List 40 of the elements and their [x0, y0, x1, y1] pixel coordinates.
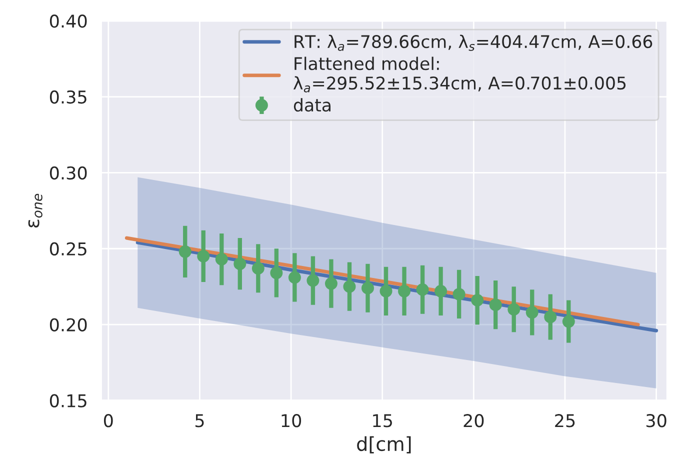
y-tick-label: 0.40	[50, 14, 87, 28]
point	[562, 315, 575, 328]
point	[197, 250, 210, 262]
legend-label: data	[294, 98, 330, 112]
point	[526, 306, 538, 319]
point	[380, 284, 392, 298]
y-tick-label: 0.30	[50, 166, 87, 180]
point	[416, 283, 429, 296]
point	[434, 284, 448, 298]
point	[306, 274, 320, 287]
x-tick-label: 10	[282, 414, 302, 428]
legend-label: RT: λ$_{a}$=789.66cm, λ$_{s}$=404.47cm, A=0.66	[294, 34, 652, 51]
y-axis-title: ε$_{one}$	[28, 194, 42, 228]
point	[343, 280, 356, 293]
point	[489, 298, 502, 312]
point	[508, 303, 520, 316]
line-series	[136, 240, 658, 332]
x-tick-label: 25	[555, 414, 575, 428]
point	[270, 266, 283, 280]
point	[544, 310, 557, 324]
point	[215, 253, 228, 266]
point	[288, 271, 301, 284]
y-tick-label: 0.20	[50, 318, 87, 332]
point	[324, 277, 338, 290]
point	[398, 284, 411, 298]
point	[452, 288, 466, 300]
x-tick-label: 15	[373, 414, 392, 428]
y-tick-label: 0.25	[50, 242, 86, 256]
x-tick-label: 30	[646, 414, 666, 428]
point	[471, 294, 484, 307]
x-axis-title: d[cm]	[357, 436, 411, 454]
x-tick-label: 20	[464, 414, 484, 428]
point	[178, 245, 192, 258]
y-tick-label: 0.35	[50, 90, 86, 104]
point	[361, 282, 374, 294]
point	[234, 258, 246, 270]
x-tick-label: 0	[104, 414, 113, 428]
y-tick-label: 0.15	[50, 394, 86, 408]
x-tick-label: 5	[195, 414, 204, 428]
point	[252, 262, 264, 275]
